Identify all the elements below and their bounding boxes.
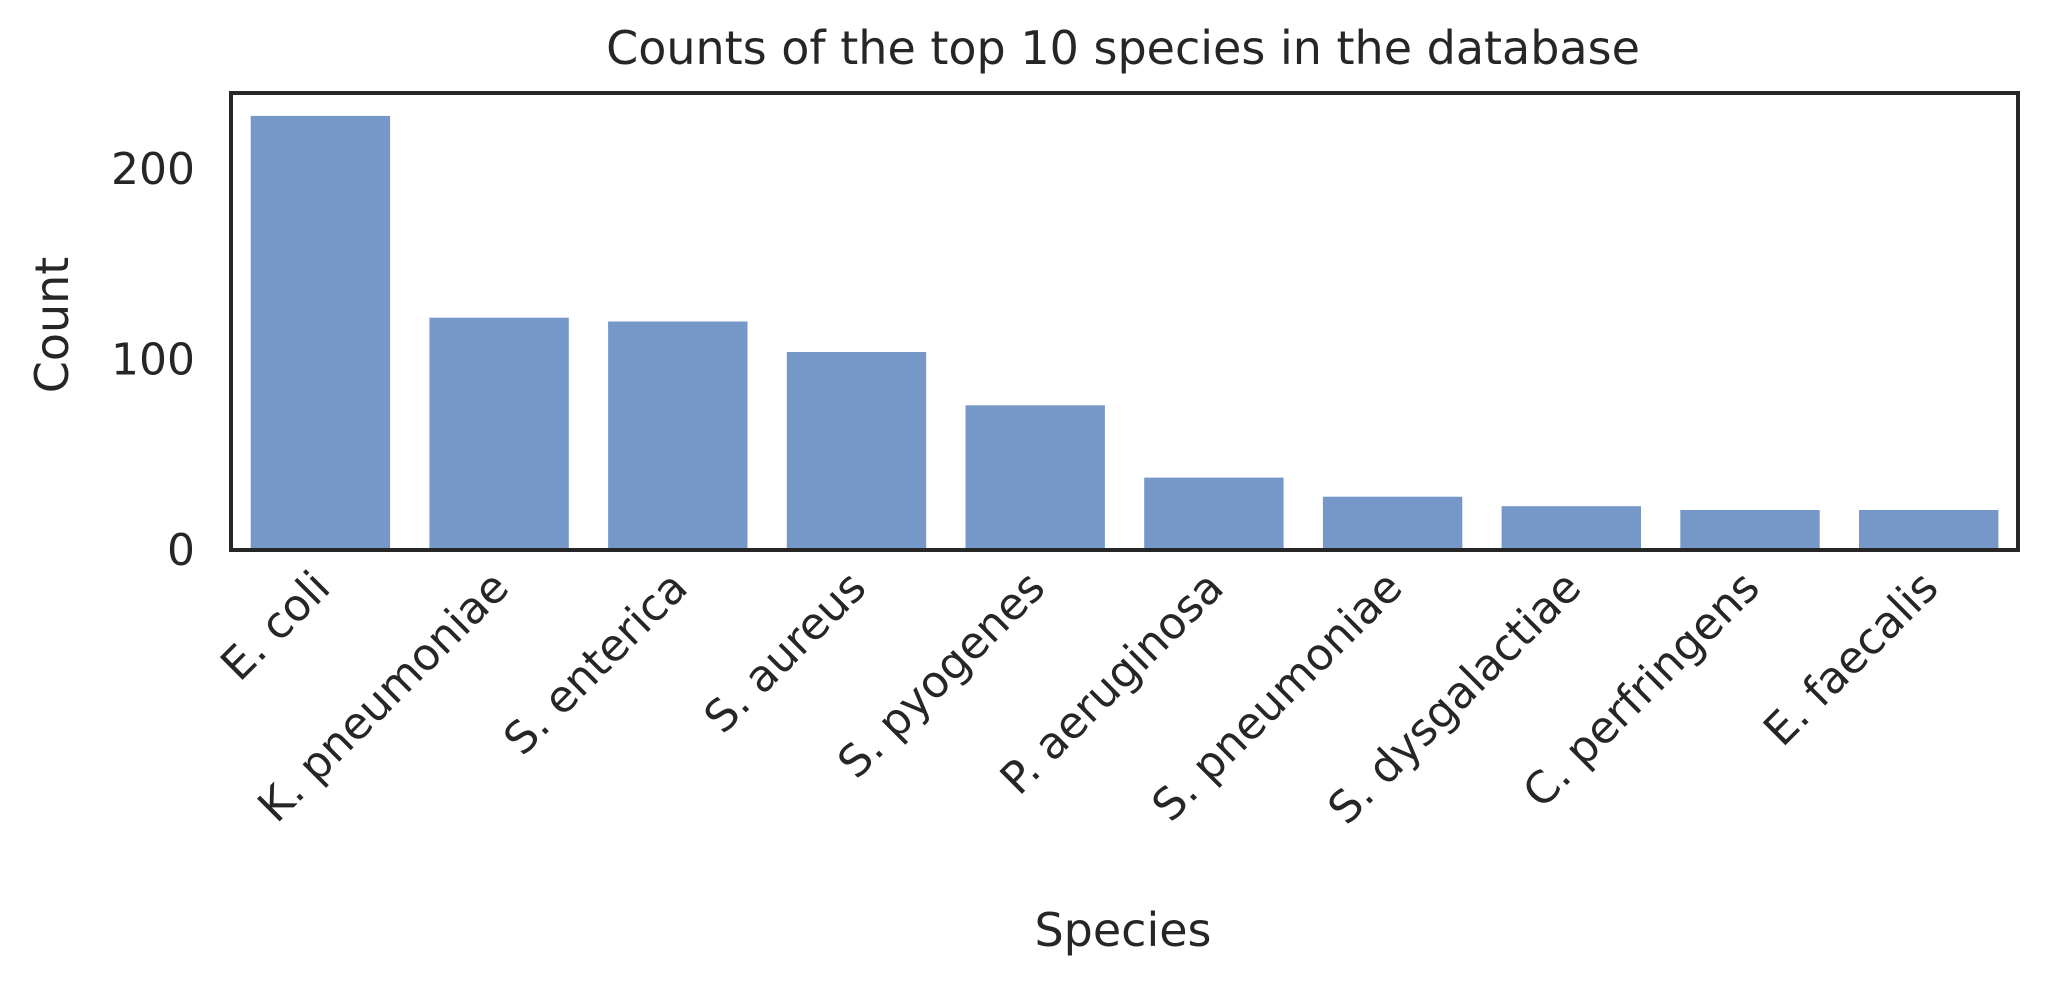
- y-tick-label: 200: [111, 144, 195, 195]
- bar: [786, 352, 927, 550]
- x-tick-label: S. aureus: [695, 562, 877, 744]
- bar: [1680, 510, 1820, 550]
- bar: [429, 317, 569, 550]
- bar: [250, 115, 391, 551]
- bar: [1501, 506, 1641, 550]
- bar: [608, 321, 748, 550]
- bars-group: [250, 115, 1999, 551]
- bar: [1144, 477, 1284, 550]
- y-axis-label: Count: [25, 257, 79, 394]
- bar: [1322, 496, 1463, 550]
- chart-title: Counts of the top 10 species in the data…: [606, 21, 1640, 75]
- plot-frame: [229, 91, 2020, 552]
- y-ticks-group: 0 100 200: [111, 144, 195, 576]
- x-tick-label: E. coli: [211, 562, 340, 691]
- x-axis-label: Species: [1034, 903, 1211, 957]
- x-tick-label: S. enterica: [494, 562, 697, 765]
- x-tick-label: E. faecalis: [1754, 562, 1948, 756]
- bar: [1859, 510, 1999, 550]
- y-tick-label: 0: [167, 525, 195, 576]
- y-tick-label: 100: [111, 335, 195, 386]
- bar: [965, 405, 1105, 550]
